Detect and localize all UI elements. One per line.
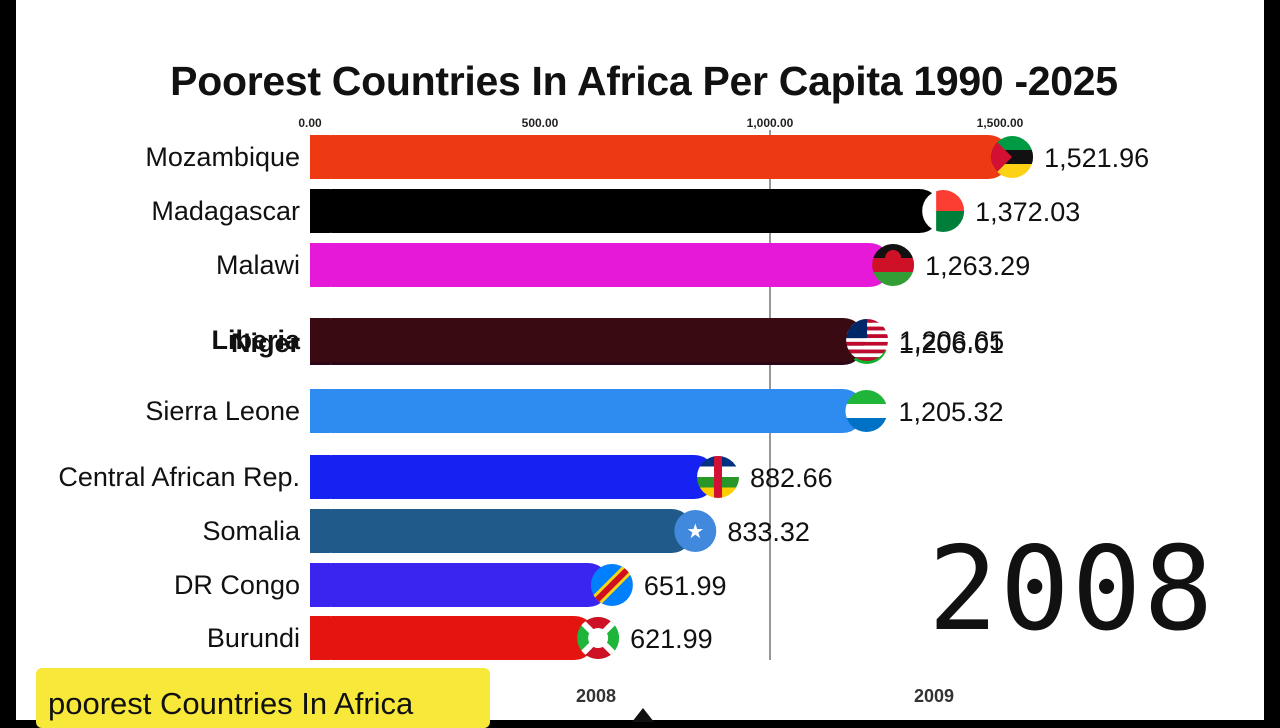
caption-banner: poorest Countries In Africa xyxy=(36,668,490,728)
bar xyxy=(310,389,865,433)
bar-group: Sierra Leone 1,205.32 xyxy=(145,389,1004,433)
x-tick-label: 1,500.00 xyxy=(977,116,1024,130)
bar xyxy=(310,509,694,553)
flag-stripe xyxy=(674,510,717,552)
category-label: Sierra Leone xyxy=(145,396,300,426)
flag-madagascar-icon xyxy=(922,190,965,232)
flag-stripe xyxy=(845,390,888,404)
x-tick-label: 1,000.00 xyxy=(747,116,794,130)
flag-stripe xyxy=(846,345,889,350)
flag-stripe xyxy=(846,338,889,342)
flag-stripe xyxy=(714,456,723,498)
bar-square-start xyxy=(310,389,330,433)
flag-triangle xyxy=(991,136,1013,178)
caption-text: poorest Countries In Africa xyxy=(48,686,414,721)
timeline-label-2008: 2008 xyxy=(576,686,617,706)
x-tick-label: 500.00 xyxy=(522,116,559,130)
flag-red-bottom xyxy=(577,638,620,659)
flag-stripe xyxy=(845,404,888,418)
flag-somalia-icon: ★ xyxy=(674,510,717,552)
value-label: 1,205.32 xyxy=(898,397,1003,427)
category-label: Liberia xyxy=(211,325,301,355)
bar-group: Madagascar 1,372.03 xyxy=(151,189,1080,233)
flag-stripe xyxy=(936,211,965,232)
flag-liberia-icon xyxy=(846,319,889,361)
bar-group: Liberia 1,206.65 xyxy=(211,318,1004,362)
bar-square-start xyxy=(310,455,330,499)
value-label: 1,372.03 xyxy=(975,197,1080,227)
flag-stripe xyxy=(846,353,889,358)
year-counter: 2008 xyxy=(928,522,1216,657)
flag-sun xyxy=(885,250,902,266)
bar-group: Burundi 621.99 xyxy=(207,616,713,660)
flag-mozambique-icon xyxy=(991,136,1034,178)
category-label: Mozambique xyxy=(145,142,300,172)
flag-burundi-icon xyxy=(577,617,620,659)
flag-central-african-rep-icon xyxy=(697,456,740,498)
bar-group: ★ Somalia 833.32 xyxy=(202,509,810,553)
category-label: DR Congo xyxy=(174,570,300,600)
bar xyxy=(310,563,610,607)
bar-square-start xyxy=(310,563,330,607)
value-label: 621.99 xyxy=(630,624,713,654)
flag-malawi-icon xyxy=(872,244,915,286)
bar-group: Central African Rep. 882.66 xyxy=(58,455,833,499)
x-tick-label: 0.00 xyxy=(298,116,322,130)
timeline-pointer-icon[interactable] xyxy=(632,708,654,722)
value-label: 651.99 xyxy=(644,571,727,601)
flag-dr-congo-icon xyxy=(590,564,633,606)
bar xyxy=(310,135,1011,179)
category-label: Madagascar xyxy=(151,196,300,226)
bar-group: DR Congo 651.99 xyxy=(174,563,727,607)
value-label: 833.32 xyxy=(727,517,810,547)
value-label: 1,521.96 xyxy=(1044,143,1149,173)
flag-stripe xyxy=(936,190,965,211)
bar-square-start xyxy=(310,189,330,233)
flag-stripe xyxy=(845,418,888,432)
bar-group: Malawi 1,263.29 xyxy=(216,243,1030,287)
value-label: 1,206.65 xyxy=(899,326,1004,356)
flag-stripe xyxy=(846,341,889,346)
bar-group: Mozambique 1,521.96 xyxy=(145,135,1149,179)
flag-red-top xyxy=(577,617,620,638)
timeline-label-2009: 2009 xyxy=(914,686,955,706)
category-label: Niger xyxy=(231,328,301,358)
category-label: Malawi xyxy=(216,250,300,280)
bar-square-start xyxy=(310,243,330,287)
chart-title: Poorest Countries In Africa Per Capita 1… xyxy=(170,58,1118,104)
flag-stripe xyxy=(846,357,889,361)
bar-square-start xyxy=(310,616,330,660)
bar xyxy=(310,318,866,362)
value-label: 1,263.29 xyxy=(925,251,1030,281)
bar xyxy=(310,243,892,287)
flag-disc xyxy=(588,628,609,648)
bar-square-start xyxy=(310,318,330,362)
bar xyxy=(310,455,717,499)
value-label: 1,206.01 xyxy=(899,329,1004,359)
flag-stripe xyxy=(872,272,915,286)
bar xyxy=(310,616,597,660)
flag-stripe xyxy=(846,349,889,354)
flag-sierra-leone-icon xyxy=(845,390,888,432)
category-label: Somalia xyxy=(202,516,301,546)
bar-square-start xyxy=(310,509,330,553)
category-label: Central African Rep. xyxy=(58,462,300,492)
category-label: Burundi xyxy=(207,623,300,653)
value-label: 882.66 xyxy=(750,463,833,493)
flag-diagonal-red xyxy=(590,564,633,606)
bar xyxy=(310,189,942,233)
flag-star: ★ xyxy=(686,521,704,543)
bar-square-start xyxy=(310,135,330,179)
